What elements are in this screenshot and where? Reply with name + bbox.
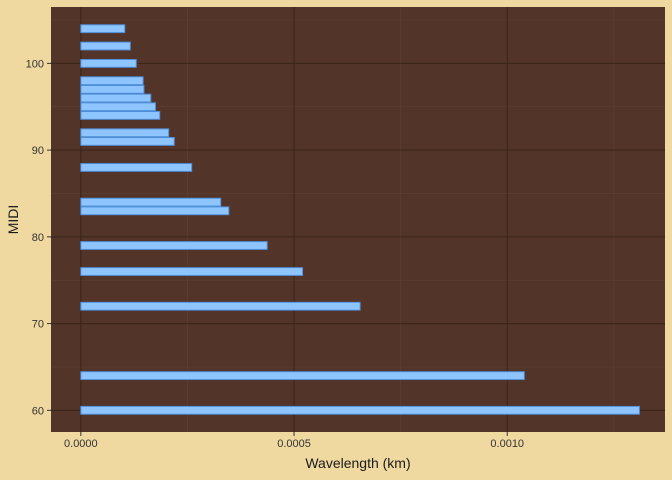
plot-panel	[51, 7, 665, 432]
bar-midi-79	[80, 241, 268, 250]
x-axis-title: Wavelength (km)	[305, 455, 410, 471]
bar-midi-98	[80, 76, 144, 86]
bar-midi-91	[80, 137, 175, 146]
bar-midi-96	[80, 93, 152, 103]
bar-midi-84	[80, 197, 222, 207]
y-tick-label: 70	[32, 319, 44, 331]
bar-midi-64	[80, 371, 525, 381]
bar-midi-95	[80, 102, 156, 112]
y-tick-label: 90	[32, 145, 44, 157]
bar-midi-97	[80, 84, 145, 94]
bar-midi-94	[80, 111, 161, 120]
bar-midi-60	[80, 405, 640, 415]
bar-midi-100	[80, 58, 137, 68]
bar-midi-92	[80, 128, 170, 138]
bar-midi-88	[80, 163, 193, 172]
bar-midi-83	[80, 206, 230, 216]
y-tick-label: 100	[26, 58, 44, 70]
bars	[80, 24, 640, 415]
bar-midi-104	[80, 24, 126, 34]
y-axis-ticks: 60 70 80 90 100	[26, 58, 51, 417]
y-axis-title: MIDI	[5, 205, 21, 235]
bar-midi-102	[80, 41, 131, 51]
minor-gridlines	[51, 7, 665, 432]
y-tick-label: 60	[32, 405, 44, 417]
bar-midi-76	[80, 267, 304, 276]
y-tick-label: 80	[32, 232, 44, 244]
bar-midi-72	[80, 301, 361, 311]
x-tick-label: 0.0000	[64, 438, 98, 450]
x-tick-label: 0.0005	[277, 438, 311, 450]
x-axis-ticks: 0.0000 0.0005 0.0010	[64, 432, 524, 450]
x-tick-label: 0.0010	[490, 438, 524, 450]
